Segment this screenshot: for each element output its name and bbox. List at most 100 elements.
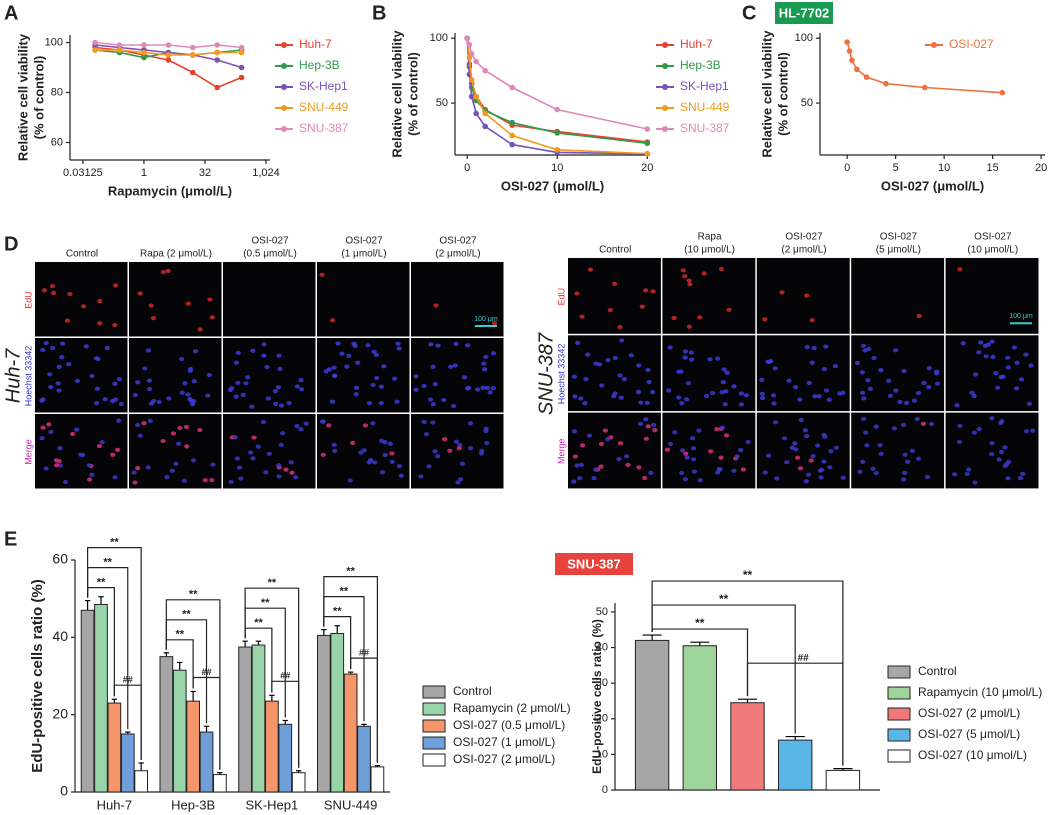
nucleus — [909, 448, 916, 454]
nucleus — [759, 396, 766, 401]
nucleus — [447, 448, 453, 453]
legend-label: Huh-7 — [299, 37, 332, 51]
nucleus — [371, 349, 377, 354]
y-axis-label: EdU-positive cells ratio (%) — [590, 619, 604, 774]
legend-marker — [931, 42, 937, 48]
data-point — [238, 64, 245, 71]
x-tick-label: 10 — [551, 162, 563, 174]
significance-bracket — [113, 684, 142, 760]
nucleus — [250, 348, 256, 353]
nucleus — [1018, 377, 1025, 382]
nucleus — [579, 314, 585, 319]
nucleus — [772, 366, 778, 371]
nucleus — [612, 281, 618, 286]
nucleus — [577, 476, 583, 481]
nucleus — [792, 441, 798, 446]
data-point — [854, 66, 860, 73]
nucleus — [191, 399, 197, 404]
micrograph — [129, 262, 222, 337]
micrograph — [35, 414, 128, 489]
nucleus — [1005, 476, 1011, 481]
micrograph — [411, 414, 504, 489]
nucleus — [207, 297, 213, 302]
nucleus — [430, 420, 436, 425]
nucleus — [110, 452, 116, 457]
micrograph — [568, 258, 661, 334]
nucleus — [132, 480, 138, 485]
nucleus — [593, 361, 599, 366]
nucleus — [392, 376, 398, 381]
nucleus — [572, 454, 579, 459]
nucleus — [265, 396, 271, 401]
nucleus — [734, 454, 740, 459]
column-header: OSI-027 — [974, 232, 1012, 243]
nucleus — [996, 457, 1002, 462]
nucleus — [902, 470, 908, 475]
series-line — [466, 38, 648, 155]
nucleus — [74, 378, 81, 384]
nucleus — [643, 417, 649, 422]
data-point — [999, 89, 1006, 96]
nucleus — [726, 307, 732, 313]
nucleus — [210, 462, 216, 467]
nucleus — [54, 463, 60, 468]
column-header: (5 μmol/L) — [876, 245, 921, 256]
significance-label: ** — [333, 606, 342, 618]
nucleus — [976, 427, 982, 432]
nucleus — [491, 321, 498, 326]
nucleus — [954, 403, 960, 408]
nucleus — [587, 267, 594, 272]
nucleus — [112, 323, 118, 328]
significance-label: ## — [280, 671, 290, 681]
nucleus — [864, 443, 870, 448]
nucleus — [816, 394, 822, 399]
nucleus — [146, 378, 152, 383]
bar — [343, 673, 358, 793]
nucleus — [792, 384, 799, 390]
row-label: Merge — [556, 438, 566, 464]
x-tick-label: 15 — [987, 162, 999, 174]
nucleus — [782, 436, 788, 441]
nucleus — [373, 352, 380, 357]
legend-marker — [281, 63, 287, 69]
data-point — [644, 126, 651, 132]
data-point — [238, 49, 245, 56]
data-point — [509, 119, 515, 126]
nucleus — [701, 271, 707, 276]
x-tick-label: 1 — [141, 167, 147, 179]
micrograph — [662, 258, 756, 334]
nucleus — [651, 422, 657, 428]
y-tick-label: 20 — [52, 705, 68, 721]
nucleus — [766, 453, 772, 458]
nucleus — [607, 307, 613, 313]
significance-bracket — [271, 680, 300, 768]
data-point — [116, 42, 123, 48]
micrograph — [223, 262, 316, 337]
column-header: (2 μmol/L) — [781, 245, 826, 256]
nucleus — [826, 397, 832, 402]
row-label: Merge — [23, 439, 33, 465]
row-label: Hoechst 33342 — [23, 346, 33, 407]
nucleus — [276, 353, 282, 358]
nucleus — [118, 401, 125, 407]
column-header: Rapa — [698, 232, 722, 243]
nucleus — [866, 346, 872, 352]
nucleus — [823, 344, 829, 349]
nucleus — [643, 288, 649, 293]
legend-label: OSI-027 (5 μmol/L) — [918, 727, 1020, 741]
bar — [730, 702, 765, 791]
nucleus — [598, 441, 605, 447]
nucleus — [413, 374, 419, 379]
nucleus — [715, 356, 721, 361]
nucleus — [240, 392, 246, 398]
nucleus — [833, 445, 839, 450]
nucleus — [886, 378, 892, 383]
column-header: OSI-027 — [880, 232, 918, 243]
nucleus — [915, 456, 922, 461]
nucleus — [137, 291, 143, 296]
nucleus — [329, 399, 336, 404]
nucleus — [623, 454, 630, 459]
bar — [316, 634, 331, 793]
nucleus — [89, 373, 95, 379]
nucleus — [964, 471, 970, 477]
